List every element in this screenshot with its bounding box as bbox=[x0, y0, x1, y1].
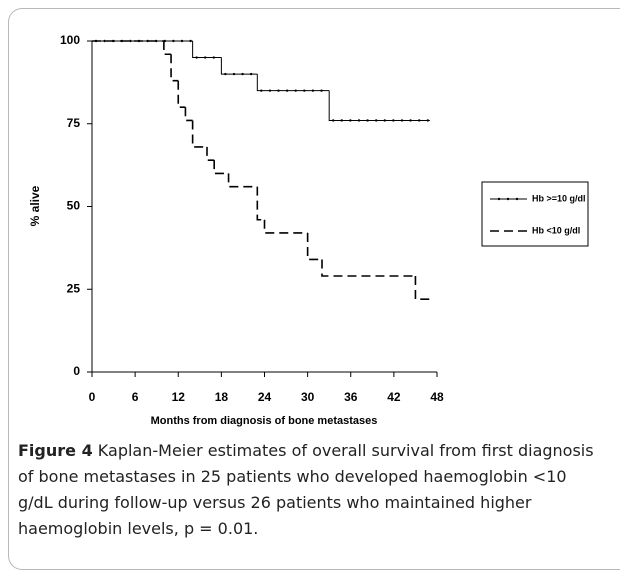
caption-label: Figure 4 bbox=[18, 441, 93, 460]
survival-step bbox=[227, 173, 258, 188]
survival-step bbox=[306, 232, 322, 261]
x-tick-label: 12 bbox=[172, 390, 186, 404]
censor-marker bbox=[331, 119, 335, 122]
y-axis-label: % alive bbox=[28, 185, 42, 226]
survival-step bbox=[192, 41, 222, 59]
caption: Figure 4 Kaplan-Meier estimates of overa… bbox=[18, 438, 603, 542]
survival-step bbox=[184, 107, 193, 122]
survival-step bbox=[170, 54, 179, 82]
censor-marker bbox=[417, 119, 421, 122]
x-tick-label: 30 bbox=[301, 390, 315, 404]
censor-marker bbox=[357, 119, 361, 122]
censor-marker bbox=[349, 119, 352, 122]
legend-label: Hb <10 g/dl bbox=[532, 225, 580, 235]
censor-marker bbox=[180, 39, 184, 43]
x-axis-label: Months from diagnosis of bone metastases bbox=[151, 415, 378, 427]
legend-marker bbox=[506, 197, 510, 201]
censor-marker bbox=[294, 89, 297, 92]
censor-marker bbox=[172, 39, 175, 43]
survival-step bbox=[213, 160, 229, 175]
legend-marker bbox=[515, 197, 519, 201]
censor-marker bbox=[195, 56, 198, 59]
survival-step bbox=[220, 57, 258, 75]
chart: % alive Months from diagnosis of bone me… bbox=[28, 33, 589, 427]
survival-step bbox=[328, 90, 430, 121]
x-tick-label: 18 bbox=[215, 390, 229, 404]
x-tick-label: 36 bbox=[344, 390, 358, 404]
censor-marker bbox=[224, 72, 227, 76]
censor-marker bbox=[303, 89, 306, 92]
survival-step bbox=[263, 219, 308, 234]
censor-marker bbox=[129, 39, 132, 43]
x-tick-label: 42 bbox=[387, 390, 401, 404]
x-tick-label: 6 bbox=[132, 390, 139, 404]
y-tick-label: 100 bbox=[60, 33, 80, 47]
censor-marker bbox=[311, 89, 315, 92]
censor-marker bbox=[426, 119, 429, 122]
y-tick-label: 0 bbox=[73, 364, 80, 378]
censor-marker bbox=[103, 39, 106, 43]
censor-marker bbox=[409, 119, 412, 122]
y-tick-label: 75 bbox=[67, 116, 81, 130]
legend-marker bbox=[497, 197, 501, 201]
x-tick-label: 48 bbox=[430, 390, 444, 404]
y-tick-label: 25 bbox=[67, 281, 81, 295]
censor-marker bbox=[285, 89, 289, 92]
survival-step bbox=[163, 41, 172, 56]
survival-step bbox=[256, 186, 265, 221]
censor-marker bbox=[249, 72, 253, 76]
censor-marker bbox=[366, 119, 369, 122]
survival-step bbox=[191, 120, 207, 148]
censor-marker bbox=[189, 39, 192, 43]
survival-step bbox=[177, 80, 186, 108]
survival-step bbox=[206, 146, 215, 161]
censor-marker bbox=[232, 72, 236, 76]
censor-marker bbox=[392, 119, 395, 122]
censor-marker bbox=[277, 89, 280, 92]
survival-step bbox=[321, 259, 416, 277]
censor-marker bbox=[340, 119, 343, 122]
censor-marker bbox=[383, 119, 386, 122]
caption-text: Kaplan-Meier estimates of overall surviv… bbox=[18, 441, 594, 538]
censor-marker bbox=[260, 89, 263, 92]
survival-step bbox=[256, 74, 330, 92]
figure-frame bbox=[8, 8, 620, 570]
censor-marker bbox=[374, 119, 378, 122]
censor-marker bbox=[212, 56, 216, 59]
censor-marker bbox=[268, 89, 272, 92]
legend-label: Hb >=10 g/dl bbox=[532, 193, 586, 203]
censor-marker bbox=[320, 89, 323, 92]
censor-marker bbox=[204, 56, 207, 59]
censor-marker bbox=[241, 72, 244, 76]
x-tick-label: 24 bbox=[258, 390, 272, 404]
survival-step bbox=[414, 276, 430, 300]
x-tick-label: 0 bbox=[89, 390, 96, 404]
censor-marker bbox=[400, 119, 404, 122]
legend-box bbox=[481, 181, 589, 247]
y-tick-label: 50 bbox=[67, 199, 81, 213]
